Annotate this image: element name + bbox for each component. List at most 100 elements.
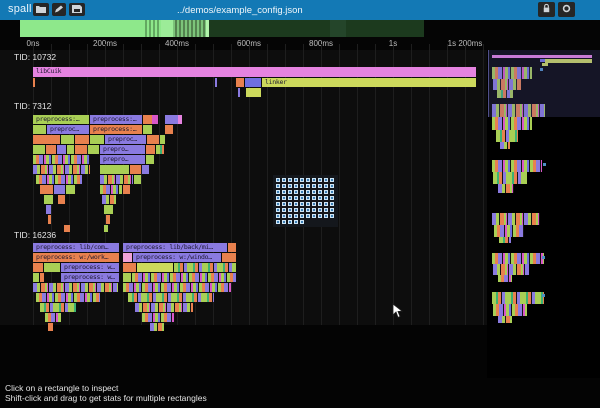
event-dot[interactable]: [282, 184, 286, 188]
event-dot[interactable]: [276, 196, 280, 200]
flame-rect[interactable]: [57, 145, 66, 154]
flame-rect[interactable]: [165, 125, 173, 134]
flame-rect[interactable]: [102, 195, 116, 204]
flame-rect[interactable]: [156, 145, 164, 154]
flame-rect[interactable]: [46, 205, 51, 214]
flame-rect[interactable]: [246, 88, 261, 97]
flame-rect[interactable]: preprocess: w:/windo…: [133, 253, 221, 262]
flame-rect[interactable]: [104, 205, 113, 214]
settings-button[interactable]: [558, 2, 575, 17]
flame-rect[interactable]: [238, 88, 240, 97]
event-dot[interactable]: [324, 208, 328, 212]
event-dot[interactable]: [282, 220, 286, 224]
event-dot[interactable]: [282, 208, 286, 212]
event-dot[interactable]: [288, 196, 292, 200]
flame-rect[interactable]: [33, 145, 45, 154]
flame-rect[interactable]: preprocess:…: [90, 125, 142, 134]
event-dot[interactable]: [312, 214, 316, 218]
event-dot[interactable]: [306, 208, 310, 212]
event-dot[interactable]: [294, 190, 298, 194]
event-dot[interactable]: [282, 214, 286, 218]
flame-rect[interactable]: [75, 135, 89, 144]
flame-rect[interactable]: [142, 165, 149, 174]
flame-rect[interactable]: [33, 165, 90, 174]
event-dot[interactable]: [300, 190, 304, 194]
event-dot[interactable]: [276, 202, 280, 206]
event-dot[interactable]: [294, 202, 298, 206]
flame-rect[interactable]: preprocess:…: [33, 115, 89, 124]
flame-rect[interactable]: [48, 215, 51, 224]
event-dot[interactable]: [300, 184, 304, 188]
event-dot[interactable]: [330, 196, 334, 200]
flame-rect[interactable]: libCuik: [33, 67, 476, 77]
flame-rect[interactable]: [134, 175, 141, 184]
event-dot[interactable]: [330, 190, 334, 194]
event-dot[interactable]: [318, 202, 322, 206]
save-button[interactable]: [69, 3, 85, 16]
flame-rect[interactable]: [33, 155, 90, 164]
flame-rect[interactable]: [100, 165, 129, 174]
event-dot[interactable]: [300, 220, 304, 224]
event-dot[interactable]: [330, 184, 334, 188]
flame-rect[interactable]: [33, 125, 46, 134]
flame-rect[interactable]: [245, 78, 261, 87]
event-dot[interactable]: [300, 202, 304, 206]
event-dot[interactable]: [276, 178, 280, 182]
flame-rect[interactable]: linker: [262, 78, 476, 87]
event-dot[interactable]: [288, 214, 292, 218]
flame-rect[interactable]: prepro…: [100, 155, 145, 164]
flame-rect[interactable]: [100, 175, 133, 184]
event-dot[interactable]: [324, 214, 328, 218]
flame-rect[interactable]: [123, 273, 131, 282]
event-dot[interactable]: [276, 220, 280, 224]
flame-rect[interactable]: [48, 323, 53, 331]
flame-rect[interactable]: preprocess:…: [90, 115, 142, 124]
flame-rect[interactable]: [106, 215, 110, 224]
event-dot[interactable]: [306, 202, 310, 206]
event-dot[interactable]: [294, 196, 298, 200]
flame-rect[interactable]: [44, 195, 53, 204]
event-dot[interactable]: [294, 208, 298, 212]
event-dot[interactable]: [276, 214, 280, 218]
flame-rect[interactable]: [123, 185, 130, 194]
event-dot[interactable]: [300, 178, 304, 182]
flame-rect[interactable]: [88, 145, 99, 154]
flame-rect[interactable]: [100, 185, 122, 194]
flame-rect[interactable]: [40, 185, 53, 194]
event-dot[interactable]: [318, 178, 322, 182]
event-dot[interactable]: [324, 202, 328, 206]
flame-rect[interactable]: [66, 185, 75, 194]
flame-rect[interactable]: [36, 175, 82, 184]
event-dot[interactable]: [330, 214, 334, 218]
flame-rect[interactable]: [45, 313, 61, 322]
flame-rect[interactable]: [132, 273, 236, 282]
event-dot[interactable]: [282, 202, 286, 206]
flame-rect[interactable]: [130, 165, 141, 174]
event-dot[interactable]: [312, 178, 316, 182]
event-dot[interactable]: [312, 202, 316, 206]
flame-rect[interactable]: [165, 115, 178, 124]
flame-rect[interactable]: [40, 273, 44, 282]
flame-rect[interactable]: [75, 145, 87, 154]
flame-rect[interactable]: [40, 303, 76, 312]
event-dot[interactable]: [324, 184, 328, 188]
event-dot[interactable]: [318, 214, 322, 218]
flame-rect[interactable]: [33, 283, 118, 292]
event-dot[interactable]: [306, 214, 310, 218]
event-dot[interactable]: [288, 220, 292, 224]
flame-rect[interactable]: [36, 293, 100, 302]
flame-rect[interactable]: [33, 273, 39, 282]
flame-rect[interactable]: [228, 243, 236, 252]
flame-rect[interactable]: [143, 125, 152, 134]
flame-rect[interactable]: [54, 185, 65, 194]
event-dot[interactable]: [312, 208, 316, 212]
event-dot[interactable]: [294, 184, 298, 188]
flame-rect[interactable]: [174, 263, 236, 272]
flame-rect[interactable]: [146, 145, 155, 154]
event-dot[interactable]: [312, 190, 316, 194]
flame-rect[interactable]: [64, 225, 70, 232]
event-dot[interactable]: [306, 196, 310, 200]
flame-rect[interactable]: [61, 135, 74, 144]
event-dot[interactable]: [288, 208, 292, 212]
event-dot[interactable]: [306, 178, 310, 182]
